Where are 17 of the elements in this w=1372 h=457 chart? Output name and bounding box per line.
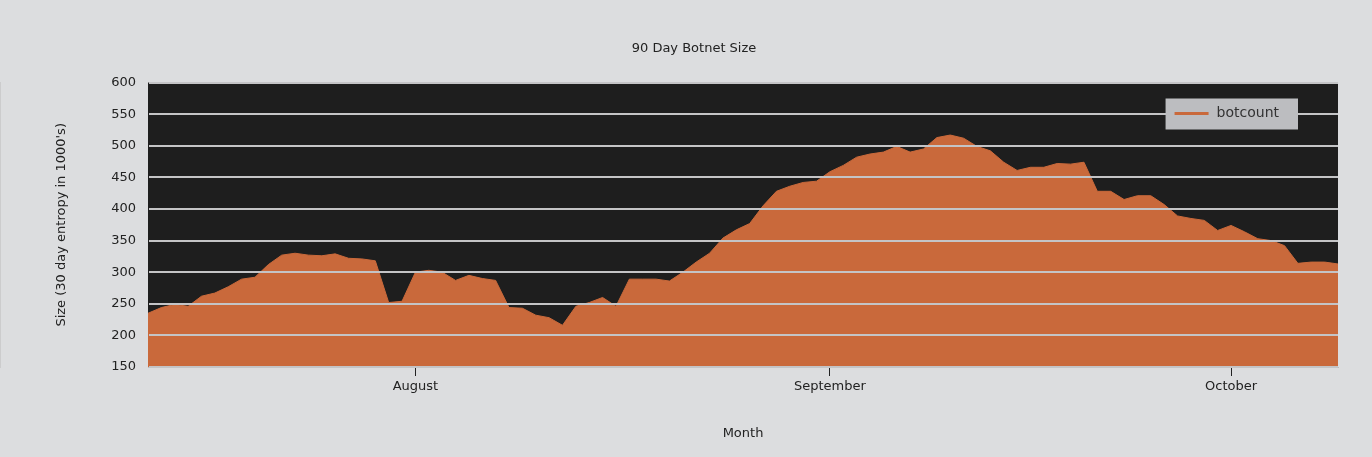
y-tick-label: 200 [111,326,136,342]
y-tick-label: 350 [111,231,136,247]
y-tick-label: 450 [111,168,136,184]
chart-title: 90 Day Botnet Size [631,40,757,56]
y-tick-label: 150 [111,358,136,374]
legend-label: botcount [1216,104,1280,121]
y-tick-label: 550 [111,105,136,121]
y-axis-title: Size (30 day entropy in 1000's) [53,123,69,327]
x-tick-label: August [392,378,439,394]
y-tick-label: 300 [111,263,136,279]
y-tick-label: 250 [111,295,136,311]
x-axis-title: Month [722,424,764,440]
y-tick-label: 500 [111,137,136,153]
y-tick-label: 400 [111,200,136,216]
x-tick-label: September [793,378,867,394]
x-tick-label: October [1205,378,1258,394]
y-tick-label: 600 [111,73,136,89]
